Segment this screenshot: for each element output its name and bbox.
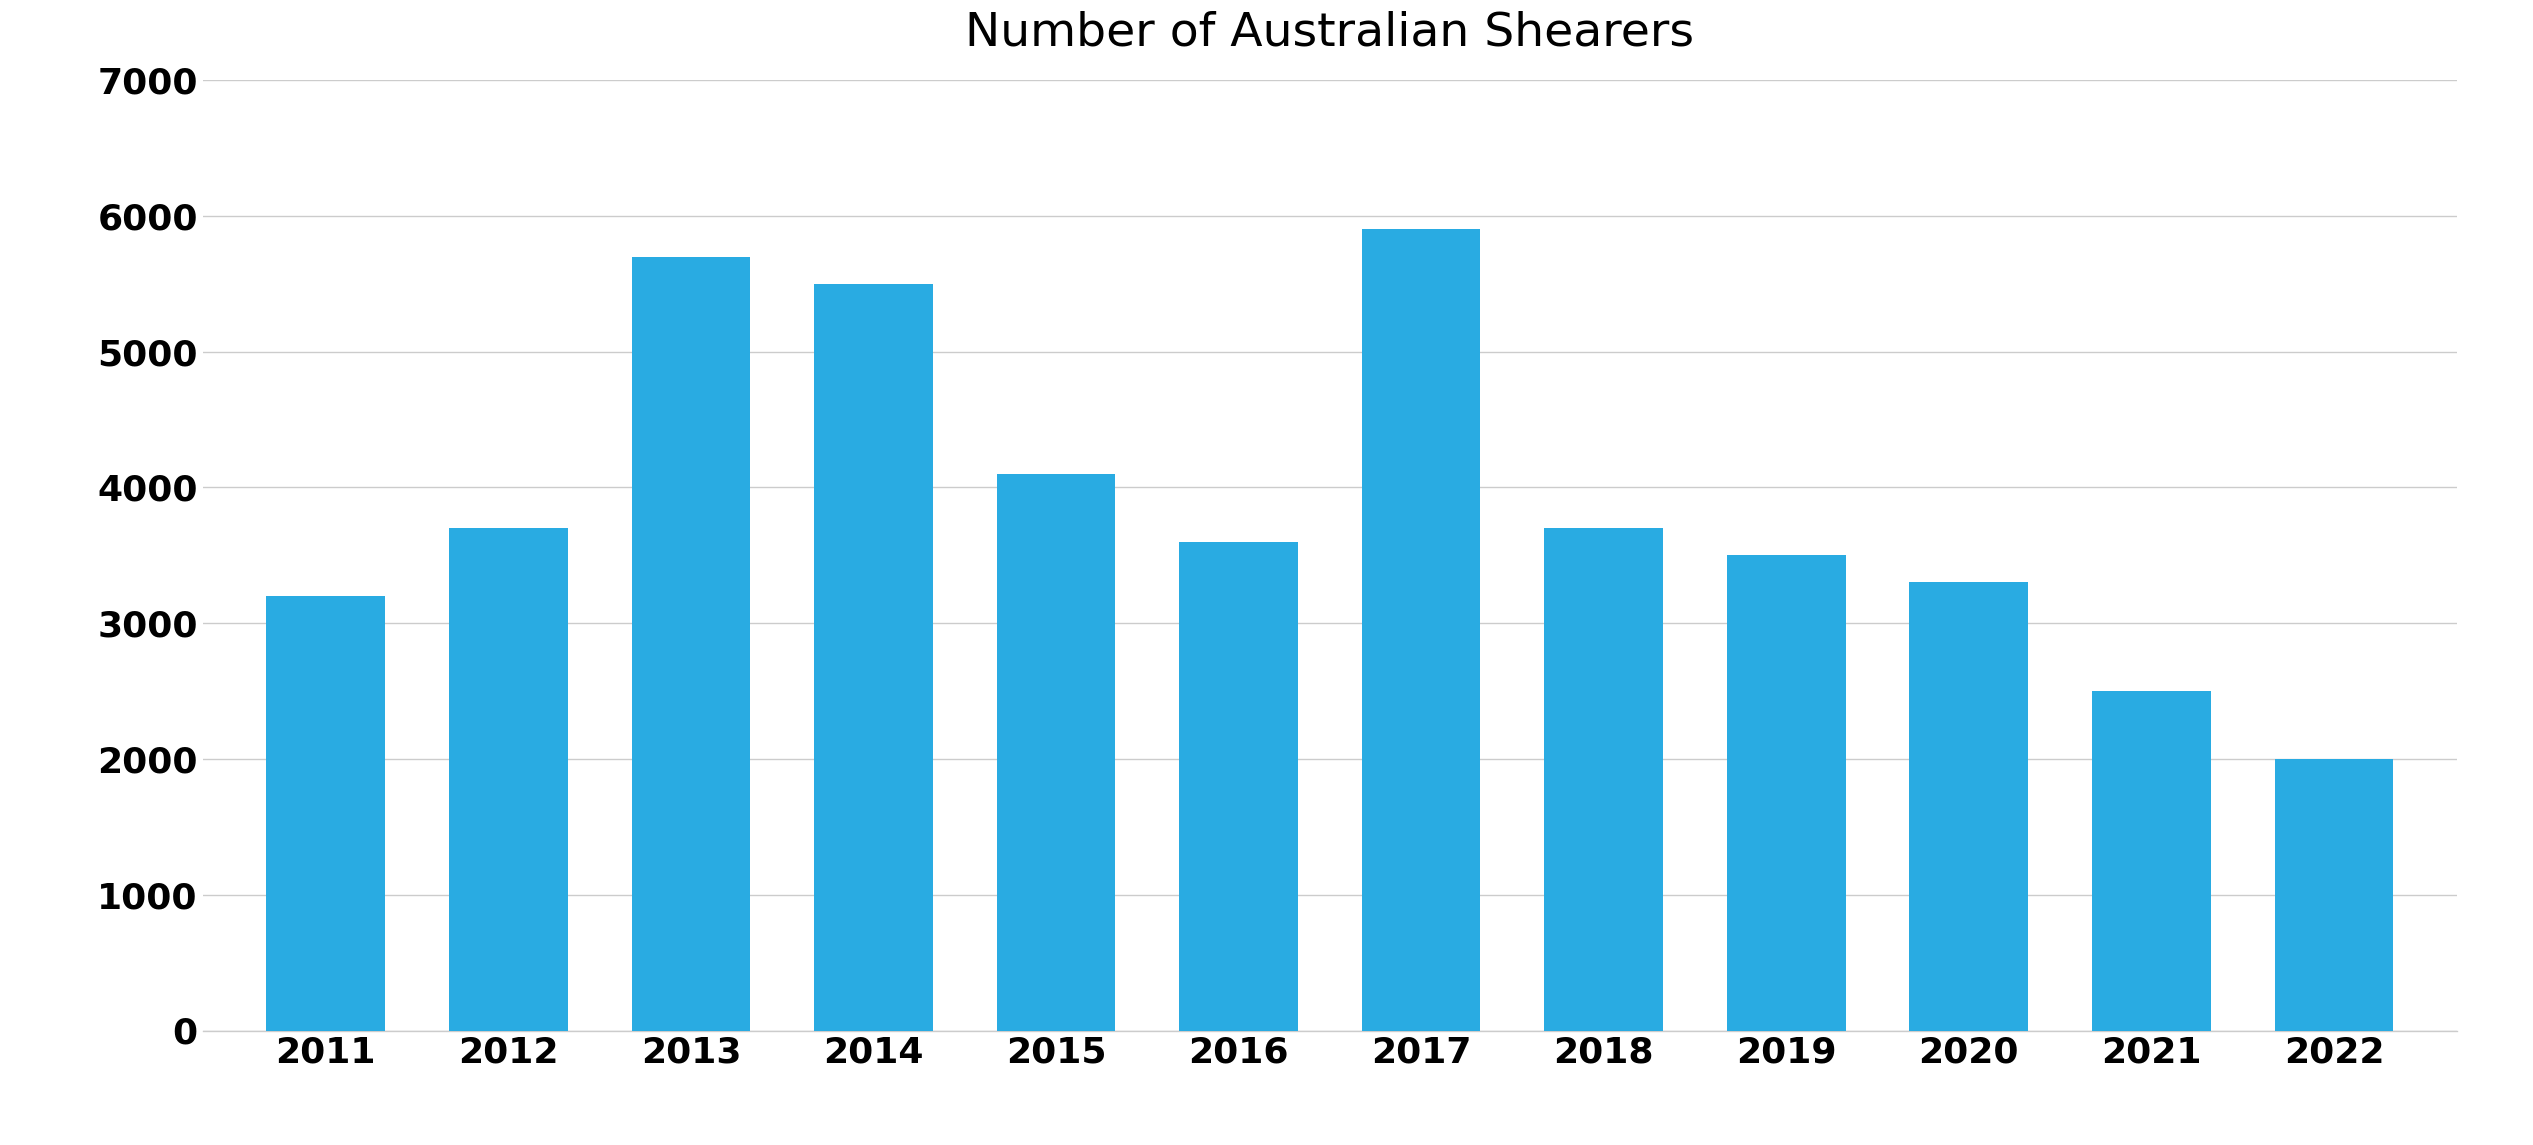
Bar (813, 284, 932, 1030)
Bar (995, 474, 1115, 1030)
Bar (1545, 528, 1664, 1030)
Bar (2275, 759, 2394, 1030)
Bar (1910, 583, 2029, 1030)
Bar (1363, 229, 1479, 1030)
Title: Number of Australian Shearers: Number of Australian Shearers (965, 10, 1695, 55)
Bar (631, 256, 750, 1030)
Bar (1180, 542, 1297, 1030)
Bar (448, 528, 567, 1030)
Bar (1728, 555, 1847, 1030)
Bar (2092, 692, 2211, 1030)
Bar (266, 597, 385, 1030)
